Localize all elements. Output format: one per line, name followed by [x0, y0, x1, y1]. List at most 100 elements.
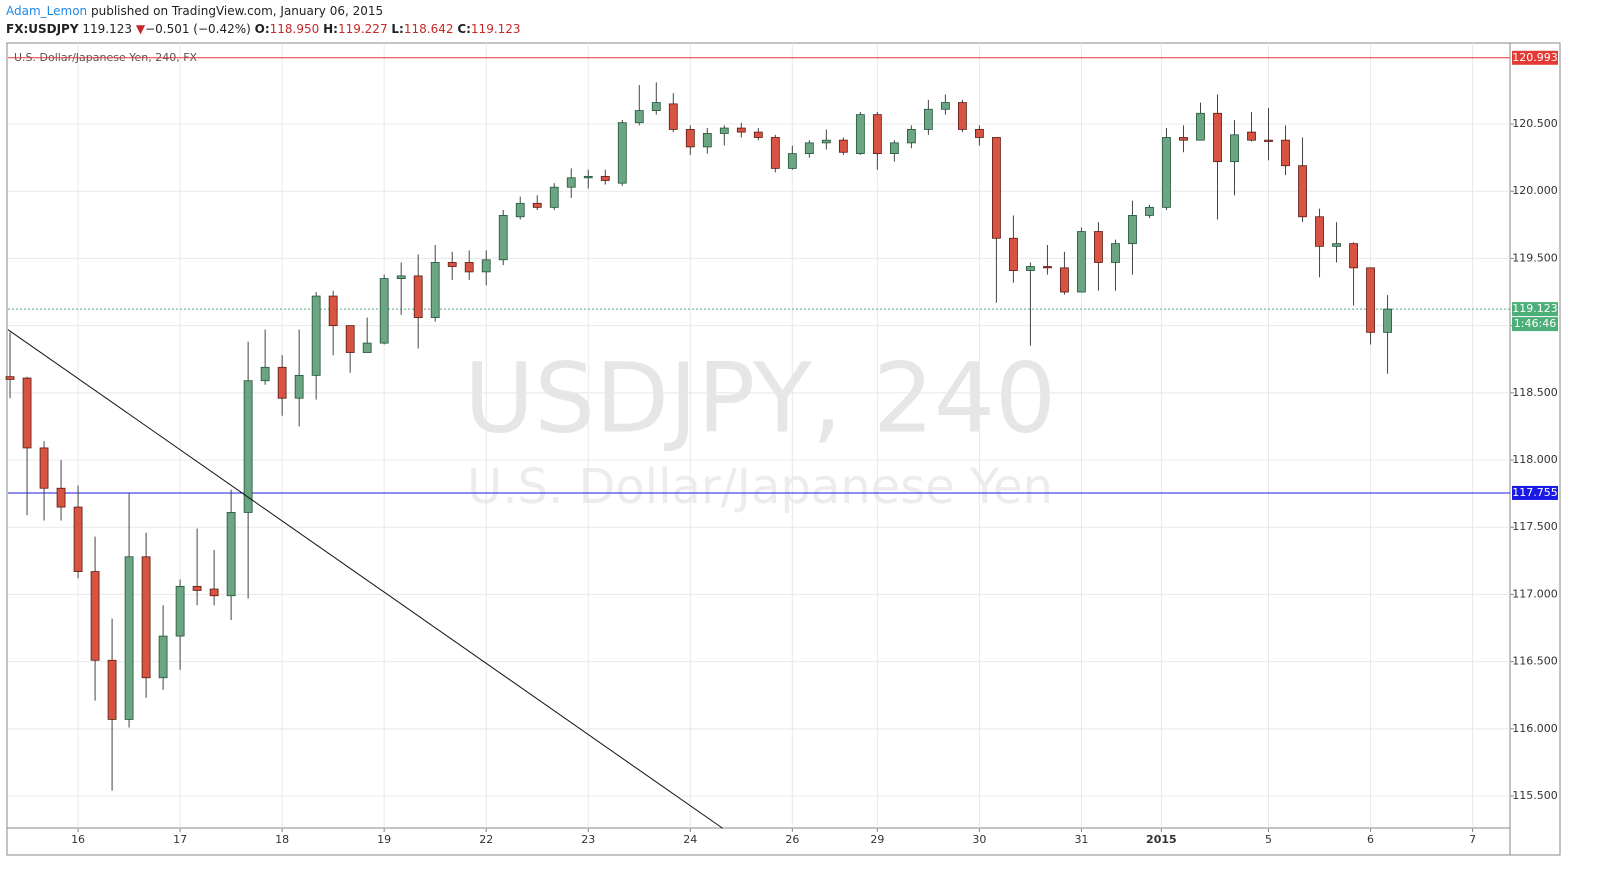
candle-body	[889, 142, 899, 155]
publish-line: Adam_Lemon published on TradingView.com,…	[6, 2, 521, 20]
candle-body	[566, 177, 576, 188]
x-tick-label: 29	[870, 833, 884, 846]
y-tick-label: 118.500	[1512, 386, 1558, 399]
close-value: 119.123	[470, 22, 521, 36]
price-label-box	[1512, 50, 1558, 65]
candle-body	[804, 142, 814, 155]
candle-body	[1315, 216, 1324, 247]
candle-body	[702, 133, 712, 148]
candle-body	[753, 131, 763, 138]
candle-body	[1094, 231, 1103, 263]
candle-body	[1264, 139, 1273, 142]
candle-body	[1349, 243, 1358, 269]
candle-body	[532, 202, 542, 208]
candle-body	[22, 377, 32, 449]
candle-body	[447, 262, 457, 267]
candle-body	[515, 202, 525, 218]
candle-body	[1128, 215, 1137, 245]
author-link[interactable]: Adam_Lemon	[6, 4, 88, 18]
candle-body	[957, 102, 967, 130]
y-tick-label: 119.500	[1512, 251, 1558, 264]
x-tick-label: 19	[377, 833, 391, 846]
candle-body	[56, 487, 66, 508]
candle-body	[1111, 243, 1120, 263]
candle-body	[311, 295, 321, 376]
x-tick-label: 31	[1074, 833, 1088, 846]
y-tick-label: 116.000	[1512, 722, 1558, 735]
candle-body	[73, 506, 83, 572]
price-label: 120.993	[1512, 51, 1558, 64]
x-tick-label: 18	[275, 833, 289, 846]
watermark-name: U.S. Dollar/Japanese Yen	[467, 459, 1053, 515]
candle-body	[328, 295, 338, 327]
x-tick-label: 22	[479, 833, 493, 846]
candle-body	[345, 325, 355, 353]
candle-body	[243, 380, 253, 513]
price-label: 119.123	[1512, 302, 1558, 315]
x-tick-label: 2015	[1146, 833, 1177, 846]
candle-body	[906, 129, 916, 144]
x-tick-label: 7	[1469, 833, 1476, 846]
candle-body	[107, 659, 117, 720]
candle-body	[1247, 131, 1256, 141]
candle-body	[209, 588, 219, 597]
candle-body	[430, 262, 440, 318]
candle-body	[1043, 266, 1052, 269]
x-tick-label: 24	[683, 833, 697, 846]
open-label: O:	[254, 22, 270, 36]
x-tick-label: 26	[785, 833, 799, 846]
candle-body	[1179, 137, 1188, 141]
y-tick-label: 117.500	[1512, 520, 1558, 533]
candle-body	[736, 127, 746, 133]
candle-body	[141, 556, 151, 679]
y-tick-label: 118.000	[1512, 453, 1558, 466]
candle-body	[1213, 112, 1222, 163]
candle-body	[975, 129, 984, 138]
x-tick-label: 5	[1265, 833, 1272, 846]
x-tick-label: 17	[173, 833, 187, 846]
candle-body	[685, 129, 695, 148]
candle-body	[226, 512, 236, 597]
change: −0.501 (−0.42%)	[145, 22, 251, 36]
candle-body	[481, 259, 491, 273]
candle-body	[1077, 231, 1086, 293]
candle-body	[1230, 134, 1239, 163]
close-label: C:	[457, 22, 471, 36]
open-value: 118.950	[269, 22, 320, 36]
candle-body	[1298, 165, 1307, 218]
candle-body	[158, 635, 168, 679]
candle-body	[1281, 139, 1290, 167]
last-price: 119.123	[82, 22, 132, 36]
countdown-label: 1:46:46	[1514, 317, 1556, 330]
candle-body	[1060, 267, 1069, 293]
candle-body	[1009, 237, 1018, 271]
candle-body	[1332, 243, 1341, 247]
published-text: published on TradingView.com, January 06…	[90, 4, 384, 18]
candle-body	[617, 122, 627, 184]
price-label-box	[1512, 302, 1558, 317]
low-value: 118.642	[403, 22, 454, 36]
candle-body	[838, 139, 848, 153]
candle-body	[1026, 266, 1035, 271]
candle-body	[992, 137, 1001, 239]
candle-body	[787, 153, 797, 169]
candle-body	[634, 110, 644, 124]
candle-body	[1196, 112, 1205, 141]
x-tick-label: 6	[1367, 833, 1374, 846]
candle-body	[583, 176, 593, 179]
candle-body	[1145, 206, 1154, 216]
y-tick-label: 115.500	[1512, 789, 1558, 802]
x-tick-label: 16	[71, 833, 85, 846]
candle-body	[1162, 137, 1171, 208]
price-label-box	[1512, 485, 1558, 500]
candle-body	[651, 102, 661, 112]
candle-body	[5, 376, 15, 380]
candle-body	[600, 176, 610, 181]
candle-body	[498, 215, 508, 261]
candle-body	[668, 103, 678, 130]
y-tick-label: 117.000	[1512, 587, 1558, 600]
countdown-box	[1512, 317, 1558, 332]
candle-body	[549, 186, 559, 208]
